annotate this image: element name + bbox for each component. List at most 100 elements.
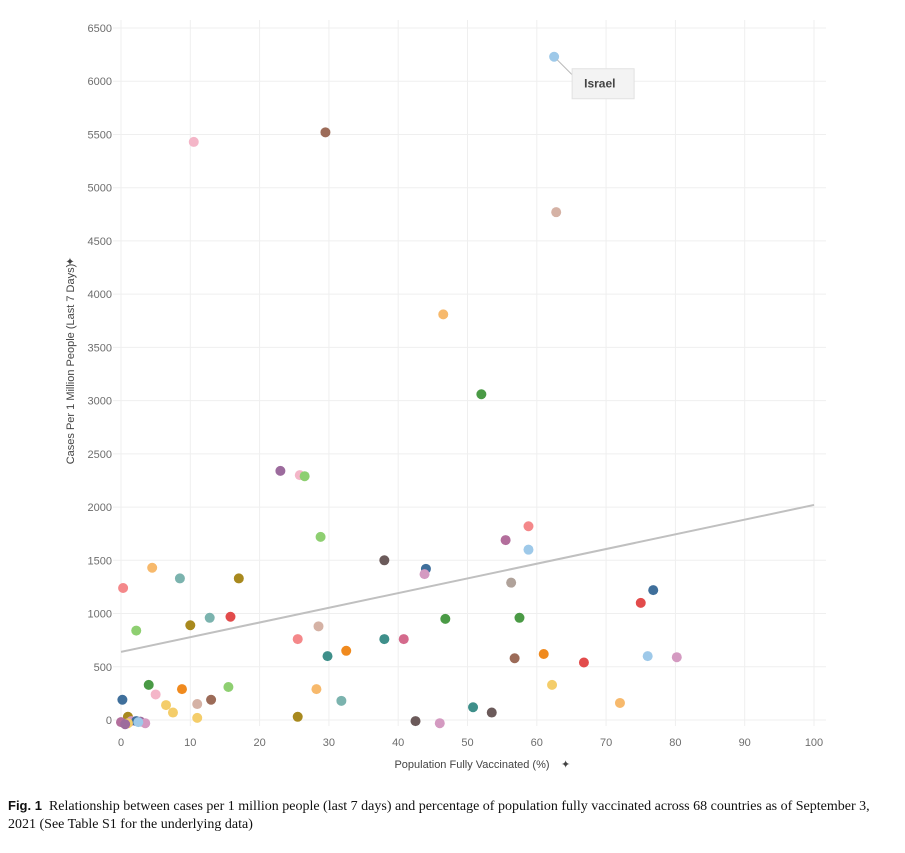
y-tick-label: 2500	[88, 449, 112, 461]
data-point	[174, 573, 185, 584]
data-point	[225, 611, 236, 622]
y-tick-label: 5500	[88, 129, 112, 141]
data-point	[551, 207, 562, 218]
x-tick-label: 30	[323, 737, 335, 749]
data-point	[379, 555, 390, 566]
y-tick-label: 3500	[88, 342, 112, 354]
israel-callout: Israel	[556, 59, 635, 100]
data-point	[410, 716, 421, 727]
data-point	[299, 471, 310, 482]
data-point	[438, 309, 449, 320]
data-point	[313, 621, 324, 632]
data-point	[506, 577, 517, 588]
data-point	[233, 573, 244, 584]
data-point	[671, 652, 682, 663]
data-point	[143, 679, 154, 690]
y-axis-title: Cases Per 1 Million People (Last 7 Days)	[65, 264, 77, 465]
data-point	[185, 620, 196, 631]
y-tick-label: 6000	[88, 76, 112, 88]
data-point	[500, 535, 511, 546]
figure-label: Fig. 1	[8, 798, 42, 813]
x-tick-label: 50	[461, 737, 473, 749]
x-tick-label: 10	[184, 737, 196, 749]
data-point	[547, 679, 558, 690]
data-point	[635, 597, 646, 608]
data-point	[292, 634, 303, 645]
data-point	[223, 681, 234, 692]
trend-line	[120, 503, 815, 653]
x-axis-ticks: 0 10 20 30 40 50 60 70 80 90 100	[118, 737, 823, 749]
x-tick-label: 40	[392, 737, 404, 749]
y-tick-label: 6500	[88, 23, 112, 35]
data-point	[523, 521, 534, 532]
data-point	[523, 544, 534, 555]
caption-text: Relationship between cases per 1 million…	[8, 799, 870, 832]
y-tick-label: 5000	[88, 183, 112, 195]
x-tick-label: 60	[531, 737, 543, 749]
data-point	[336, 695, 347, 706]
data-point	[120, 719, 131, 730]
data-point	[476, 389, 487, 400]
data-point	[192, 712, 203, 723]
callout-box	[571, 68, 635, 100]
y-tick-label: 3000	[88, 396, 112, 408]
x-tick-label: 20	[253, 737, 265, 749]
data-point	[468, 702, 479, 713]
data-point	[161, 700, 172, 711]
data-point	[311, 684, 322, 695]
data-point	[322, 651, 333, 662]
data-point	[379, 634, 390, 645]
data-point	[398, 634, 409, 645]
data-point	[131, 625, 142, 636]
y-tick-label: 4500	[88, 236, 112, 248]
data-point	[150, 689, 161, 700]
data-point	[549, 51, 560, 62]
x-axis-pin-icon: ✦	[561, 759, 570, 771]
data-point	[642, 651, 653, 662]
y-axis-pin-icon: ✦	[65, 257, 77, 266]
data-point	[206, 694, 217, 705]
x-axis-title: Population Fully Vaccinated (%)	[394, 759, 549, 771]
data-point	[204, 612, 215, 623]
data-point	[341, 645, 352, 656]
data-point	[167, 707, 178, 718]
data-point	[440, 613, 451, 624]
data-point	[176, 684, 187, 695]
data-point	[614, 697, 625, 708]
data-point	[192, 699, 203, 710]
data-point	[315, 531, 326, 542]
data-point	[117, 694, 128, 705]
y-tick-label: 1500	[88, 555, 112, 567]
data-point	[538, 648, 549, 659]
data-point	[578, 657, 589, 668]
x-tick-label: 100	[805, 737, 823, 749]
data-points	[116, 51, 682, 730]
x-tick-label: 0	[118, 737, 124, 749]
y-tick-label: 2000	[88, 502, 112, 514]
data-point	[648, 585, 659, 596]
y-tick-label: 1000	[88, 609, 112, 621]
data-point	[147, 562, 158, 573]
y-tick-label: 500	[94, 662, 112, 674]
x-tick-label: 80	[669, 737, 681, 749]
scatter-chart: 0500100015002000250030003500400045005000…	[65, 20, 826, 771]
y-tick-label: 0	[106, 715, 112, 727]
data-point	[275, 465, 286, 476]
data-point	[133, 717, 144, 728]
data-point	[320, 127, 331, 138]
figure-caption: Fig. 1 Relationship between cases per 1 …	[8, 797, 893, 834]
data-point	[419, 569, 430, 580]
data-point	[292, 711, 303, 722]
x-tick-label: 70	[600, 737, 612, 749]
data-point	[514, 612, 525, 623]
y-axis-ticks: 0 500 1000 1500 2000 2500 3000 3500 4000 4500 5000…	[88, 23, 112, 727]
x-tick-label: 90	[739, 737, 751, 749]
callout-label: Israel	[584, 77, 615, 91]
data-point	[486, 707, 497, 718]
grid-lines	[113, 20, 826, 726]
y-tick-label: 4000	[88, 289, 112, 301]
data-point	[509, 653, 520, 664]
data-point	[118, 582, 129, 593]
data-point	[434, 718, 445, 729]
data-point	[188, 136, 199, 147]
